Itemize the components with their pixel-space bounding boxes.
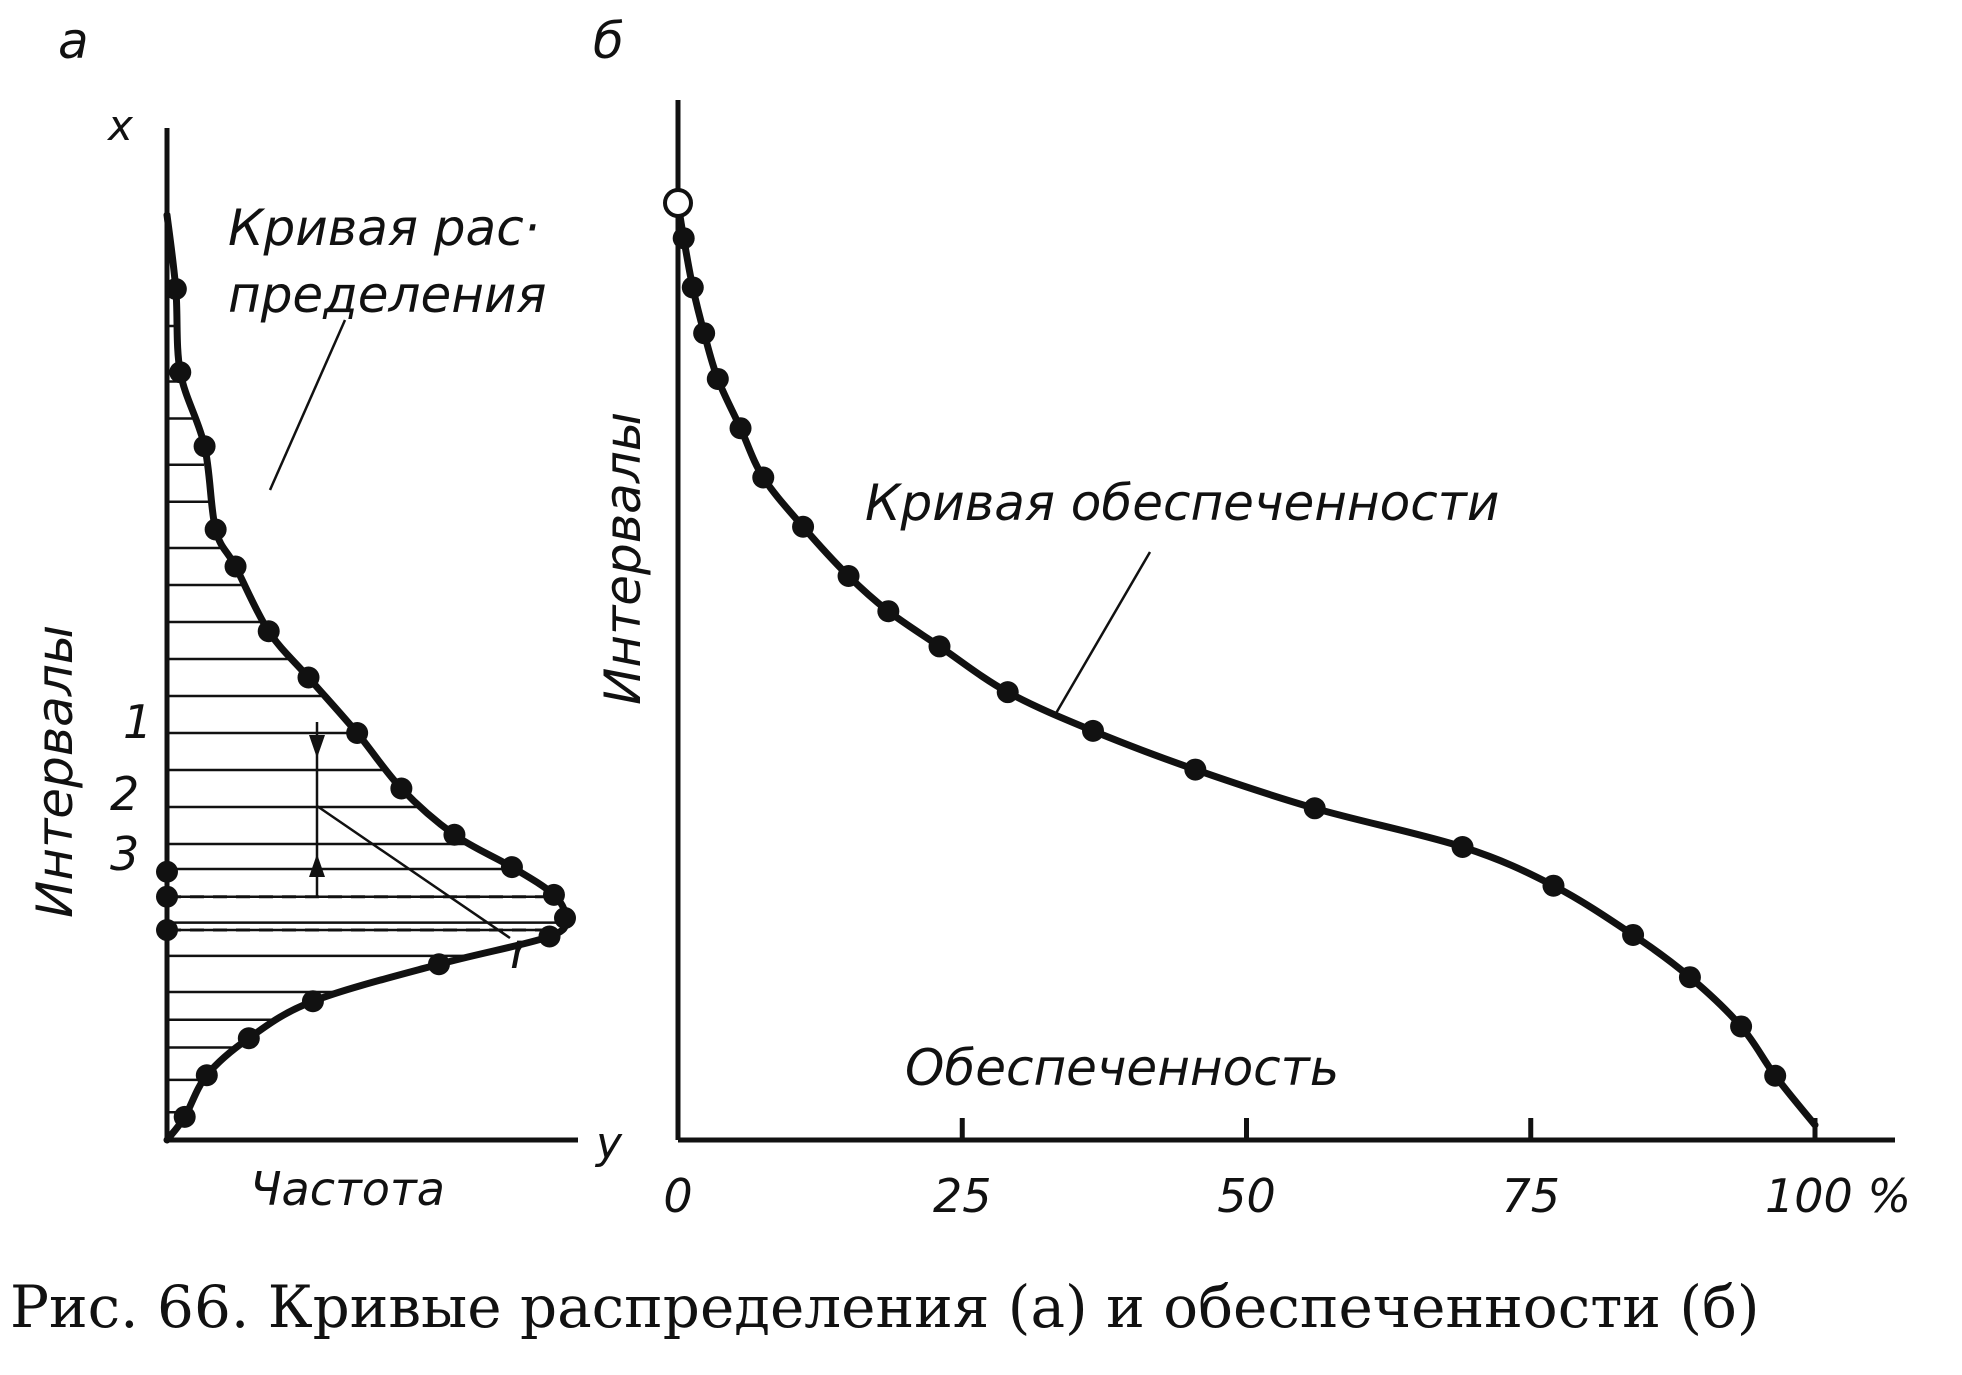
provision-point — [752, 466, 775, 489]
provision-point — [1082, 719, 1105, 742]
provision-point — [1678, 966, 1701, 989]
distribution-point — [301, 990, 324, 1013]
provision-curve-label: Кривая обеспеченности — [865, 474, 1499, 532]
y-axis-title-a: Интервалы — [26, 625, 84, 918]
provision-point — [1184, 758, 1207, 781]
provision-point — [706, 367, 729, 390]
distribution-point — [500, 856, 523, 879]
provision-point — [1622, 923, 1645, 946]
distribution-point — [390, 777, 413, 800]
interval-arrow-top — [309, 735, 325, 758]
distribution-point — [195, 1064, 218, 1087]
provision-point — [672, 227, 695, 250]
provision-point — [928, 635, 951, 658]
interval-arrow-bottom — [309, 854, 325, 877]
axis-point — [156, 885, 178, 908]
provision-curve — [674, 199, 1819, 1129]
distribution-point — [173, 1105, 196, 1128]
x-tick-label: 100 % — [1765, 1169, 1911, 1223]
distribution-point — [346, 722, 369, 744]
distribution-leader-line — [268, 319, 347, 491]
axis-points — [156, 860, 178, 942]
distribution-point — [193, 435, 216, 458]
dashed-lines — [167, 895, 551, 932]
distribution-point — [164, 278, 187, 300]
distribution-point — [554, 907, 576, 929]
x-tick-label: 25 — [933, 1169, 992, 1223]
provision-leader-line — [1053, 551, 1152, 716]
provision-point — [1303, 797, 1326, 820]
figure-caption: Рис. 66. Кривые распределения (а) и обес… — [10, 1273, 1760, 1341]
provision-point — [1451, 835, 1474, 858]
x-tick-label: 75 — [1501, 1169, 1560, 1223]
axis-point — [156, 919, 178, 942]
x-axis-letter: x — [106, 101, 134, 150]
y-axis-letter: y — [594, 1118, 623, 1169]
panel-b: б 0 25 50 75 100 % Интервалы Кривая обеспече… — [593, 12, 1911, 1223]
provision-point — [996, 681, 1019, 704]
x-axis-title-a: Частота — [250, 1162, 445, 1216]
distribution-point — [538, 925, 561, 948]
provision-point — [837, 565, 860, 588]
x-tick-label: 50 — [1217, 1169, 1276, 1223]
provision-points — [672, 227, 1787, 1087]
distribution-point — [542, 883, 565, 906]
axis-point — [156, 860, 178, 883]
distribution-point — [427, 953, 450, 976]
marker-label-3: 3 — [110, 827, 139, 881]
provision-open-point — [663, 188, 693, 218]
x-tick-label: 0 — [663, 1169, 692, 1223]
marker-label-1: 1 — [123, 695, 152, 749]
distribution-curve-label-1: Кривая рас· — [228, 199, 540, 257]
provision-point — [729, 417, 752, 440]
provision-point — [1542, 874, 1565, 897]
distribution-curve — [163, 211, 569, 1144]
x-axis-title-b: Обеспеченность — [905, 1039, 1339, 1097]
panel-a-label: а — [58, 12, 89, 70]
r-label: r — [510, 922, 534, 980]
x-ticks-b — [959, 1118, 1818, 1140]
distribution-point — [204, 518, 227, 541]
y-axis-title-b: Интервалы — [594, 412, 652, 705]
distribution-point — [257, 620, 280, 643]
provision-point — [1764, 1064, 1787, 1087]
provision-point — [792, 515, 815, 538]
distribution-point — [297, 666, 320, 689]
marker-label-2: 2 — [110, 767, 139, 821]
panel-a: а x Кривая рас· пределения Интервалы 1 2… — [26, 12, 623, 1216]
panel-b-label: б — [593, 12, 624, 70]
provision-point — [1730, 1015, 1753, 1038]
distribution-point — [443, 823, 466, 846]
r-leader-line — [316, 804, 511, 940]
distribution-point — [224, 555, 247, 578]
distribution-points — [164, 278, 576, 1128]
provision-point — [693, 322, 716, 345]
provision-point — [681, 276, 704, 299]
distribution-curve-label-2: пределения — [228, 266, 547, 324]
x-tick-labels-b: 0 25 50 75 100 % — [663, 1169, 1911, 1223]
distribution-point — [237, 1027, 260, 1050]
provision-point — [877, 600, 900, 623]
open-point — [663, 188, 693, 218]
distribution-point — [169, 361, 192, 384]
